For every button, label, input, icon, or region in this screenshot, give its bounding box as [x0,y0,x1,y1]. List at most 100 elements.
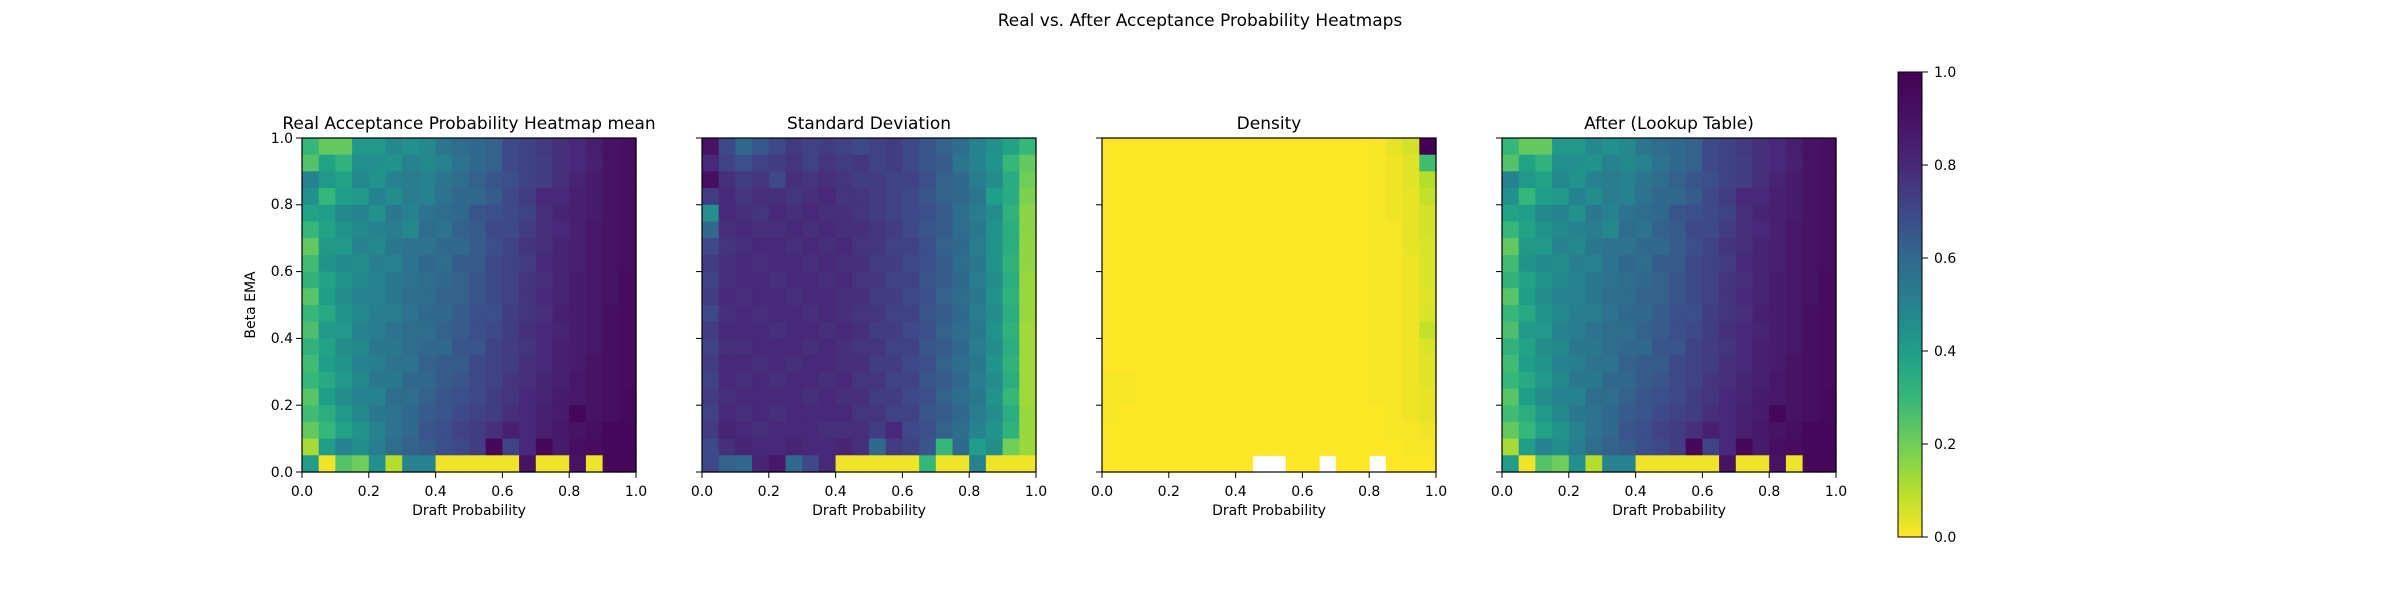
heatmap-cell [1685,154,1703,172]
heatmap-cell [1369,338,1387,356]
heatmap-cell [718,271,736,289]
heatmap-cell [1319,138,1337,156]
heatmap-cell [1402,271,1420,289]
heatmap-cell [1269,254,1287,273]
heatmap-cell [1535,154,1553,172]
heatmap-cell [718,338,736,356]
heatmap-cell [1552,405,1570,423]
heatmap-cell [335,188,353,206]
heatmap-cell [885,338,903,356]
heatmap-cell [1218,138,1237,156]
heatmap-cell [535,221,554,239]
heatmap-cell [1585,254,1603,273]
heatmap-cell [368,221,387,239]
heatmap-cell [852,188,870,206]
heatmap-cell [1819,421,1837,440]
heatmap-cell [418,288,437,306]
heatmap-cell [1635,321,1653,339]
heatmap-cell [1319,371,1337,390]
heatmap-cell [1685,338,1703,356]
heatmap-cell [502,204,520,223]
heatmap-cell [385,305,403,323]
x-axis-ticks: 0.0 0.2 0.4 0.6 0.8 1.0 [1091,472,1447,500]
heatmap-cell [318,188,336,206]
heatmap-cell [1185,171,1203,189]
heatmap-cell [1002,254,1020,273]
heatmap-cell [902,254,920,273]
heatmap-cell [702,288,720,306]
heatmap-cell [1552,321,1570,339]
heatmap-cell [885,154,903,172]
heatmap-cell [302,371,320,390]
heatmap-cell [1635,138,1653,156]
heatmap-cell [1568,388,1587,406]
heatmap-cell [818,421,837,440]
heatmap-cell [1118,154,1136,172]
y-axis-ticks [696,137,702,473]
heatmap-cell [1618,188,1637,206]
heatmap-cell [869,355,887,373]
heatmap-cell [352,388,370,406]
heatmap-cell [902,154,920,172]
heatmap-cell [969,355,987,373]
heatmap-cell [1419,388,1437,406]
heatmap-cell [318,138,336,156]
heatmap-cell [1352,321,1370,339]
panel-title-std: Standard Deviation [787,114,951,134]
heatmap-cell [1019,221,1037,239]
heatmap-cell [385,238,403,256]
heatmap-cell [1335,204,1354,223]
heatmap-cell [335,221,353,239]
y-tick-label: 1.0 [271,131,293,147]
heatmap-cell [452,421,470,440]
heatmap-cells-after [1502,138,1837,473]
heatmap-cell [569,254,587,273]
heatmap-cell [718,238,736,256]
y-axis-ticks: 0.0 0.2 0.4 0.6 0.8 1.0 [271,131,302,481]
heatmap-cell [1002,138,1020,156]
heatmap-cell [1319,171,1337,189]
heatmap-cell [1518,405,1536,423]
heatmap-cell [1402,421,1420,440]
heatmap-cell [1019,188,1037,206]
heatmap-cell [1702,321,1720,339]
heatmap-cell [1202,154,1220,172]
heatmap-cell [1785,338,1804,356]
heatmap-cell [735,371,753,390]
heatmap-cell [1135,221,1153,239]
heatmap-cell [869,338,887,356]
heatmap-cell [368,188,387,206]
heatmap-cell [1585,405,1603,423]
heatmap-cell [535,371,554,390]
heatmap-cell [735,138,753,156]
heatmap-cell [619,204,637,223]
heatmap-cell [519,221,537,239]
heatmap-cell [1535,254,1553,273]
heatmap-cell [885,371,903,390]
heatmap-cell [852,355,870,373]
heatmap-cell [402,438,420,456]
heatmap-cell [1802,238,1820,256]
heatmap-cell [985,238,1004,256]
heatmap-cell [402,305,420,323]
heatmap-cell [1269,438,1287,456]
heatmap-cell [435,455,453,473]
heatmap-cell [1685,388,1703,406]
heatmap-cell [452,221,470,239]
heatmap-cell [1152,338,1170,356]
heatmap-cell [1019,405,1037,423]
heatmap-cell [1285,388,1303,406]
heatmap-cell [1568,188,1587,206]
heatmap-cell [1402,371,1420,390]
heatmap-cell [818,221,837,239]
heatmap-cell [1019,171,1037,189]
heatmap-cell [352,204,370,223]
heatmap-cell [935,238,954,256]
heatmap-cell [1502,421,1520,440]
heatmap-cell [352,288,370,306]
heatmap-cell [385,171,403,189]
heatmap-cell [1568,371,1587,390]
heatmap-cell [702,321,720,339]
heatmap-cell [569,138,587,156]
heatmap-cell [1135,421,1153,440]
